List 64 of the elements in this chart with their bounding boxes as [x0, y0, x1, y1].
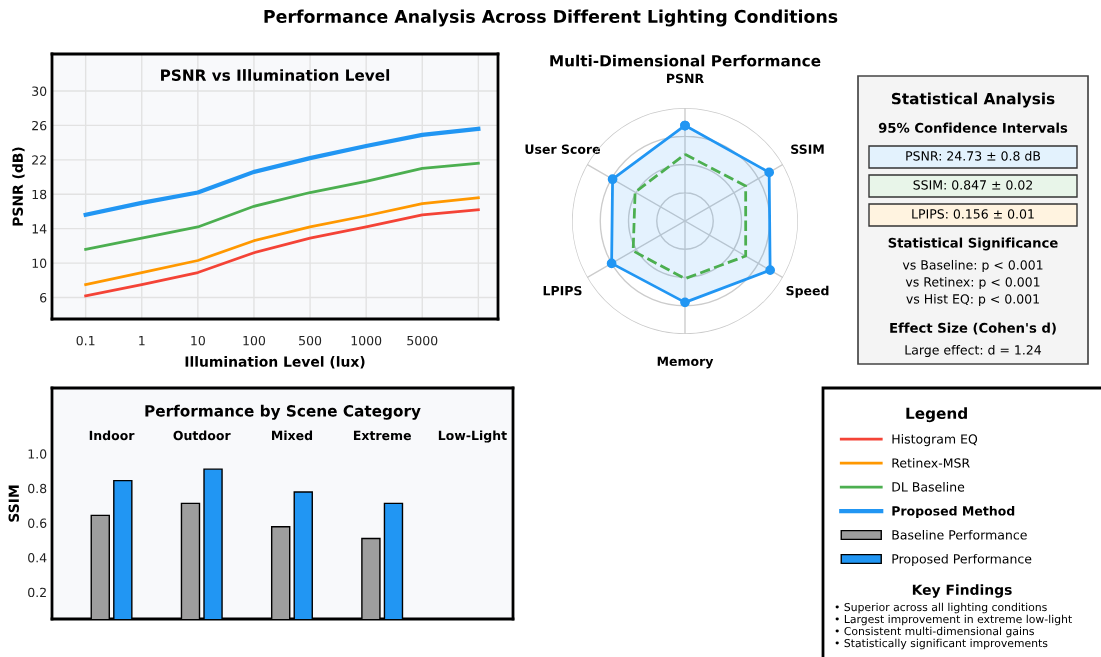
spoke-label: Speed: [786, 285, 829, 298]
line-series: [84, 208, 480, 298]
y-tick-label: 10: [32, 258, 47, 268]
y-axis-title: SSIM: [8, 485, 20, 522]
text: • Largest improvement in extreme low-light: [835, 614, 1072, 626]
spoke-label: Memory: [657, 356, 714, 369]
y-tick-label: 0.4: [28, 553, 47, 563]
spoke-label: LPIPS: [543, 285, 582, 296]
x-tick-label: 1000: [351, 335, 382, 346]
x-tick-label: 500: [299, 335, 322, 346]
x-tick-label: Extreme: [353, 430, 411, 441]
legend-label: DL Baseline: [892, 481, 965, 492]
legend-label: Proposed Method: [892, 505, 1015, 519]
legend-label: Baseline Performance: [892, 529, 1027, 540]
x-tick-label: Indoor: [89, 430, 135, 441]
text: Large effect: d = 1.24: [905, 344, 1042, 358]
chart-title: Multi-Dimensional Performance: [550, 54, 821, 67]
legend-label: Retinex-MSR: [892, 458, 970, 468]
y-tick-label: 0.6: [28, 518, 47, 528]
y-tick-label: 22: [32, 155, 46, 165]
y-tick-label: 30: [32, 86, 47, 96]
x-tick-label: 0.1: [76, 335, 95, 346]
text: Statistical Significance: [888, 237, 1058, 251]
x-tick-label: 10: [191, 335, 205, 346]
text: Effect Size (Cohen's d): [890, 322, 1056, 335]
line-series: [84, 196, 480, 286]
text: Key Findings: [912, 584, 1012, 598]
x-axis-title: Illumination Level (lux): [185, 356, 365, 369]
legend-title: Legend: [906, 407, 967, 423]
text: Performance Analysis Across Different Lighting Conditions: [264, 9, 838, 27]
y-tick-label: 0.8: [28, 483, 47, 494]
text: SSIM: 0.847 ± 0.02: [913, 180, 1033, 190]
text: PSNR: 24.73 ± 0.8 dB: [906, 150, 1041, 161]
text: 95% Confidence Intervals: [878, 122, 1068, 133]
legend-label: Histogram EQ: [892, 434, 978, 447]
line-series: [83, 126, 481, 217]
y-tick-label: 0.2: [28, 587, 46, 598]
spoke-label: User Score: [525, 144, 600, 154]
text: vs Hist EQ: p < 0.001: [906, 293, 1039, 307]
x-tick-label: Low-Light: [438, 430, 507, 443]
text: • Superior across all lighting conditions: [835, 602, 1047, 614]
line-series: [84, 161, 480, 251]
x-tick-label: Outdoor: [173, 430, 231, 441]
y-tick-label: 1.0: [28, 449, 47, 459]
y-tick-label: 14: [32, 224, 47, 234]
text: vs Retinex: p < 0.001: [905, 276, 1040, 290]
text: Statistical Analysis: [891, 92, 1055, 108]
text: PSNR vs Illumination Level: [161, 69, 390, 81]
x-tick-label: 100: [243, 335, 266, 346]
text: • Statistically significant improvements: [835, 638, 1048, 650]
x-tick-label: 1: [139, 336, 145, 346]
spoke-label: SSIM: [791, 144, 824, 154]
text: LPIPS: 0.156 ± 0.01: [912, 209, 1034, 219]
legend-label: Proposed Performance: [892, 553, 1032, 566]
text: vs Baseline: p < 0.001: [902, 259, 1043, 273]
y-axis-title: PSNR (dB): [12, 147, 25, 226]
text: Performance by Scene Category: [145, 404, 421, 420]
y-tick-label: 26: [32, 120, 47, 131]
y-tick-label: 6: [40, 292, 47, 303]
spoke-label: PSNR: [667, 73, 704, 84]
x-tick-label: 5000: [407, 335, 438, 346]
y-tick-label: 18: [32, 189, 47, 200]
text: • Consistent multi-dimensional gains: [835, 626, 1034, 638]
x-tick-label: Mixed: [272, 430, 313, 441]
